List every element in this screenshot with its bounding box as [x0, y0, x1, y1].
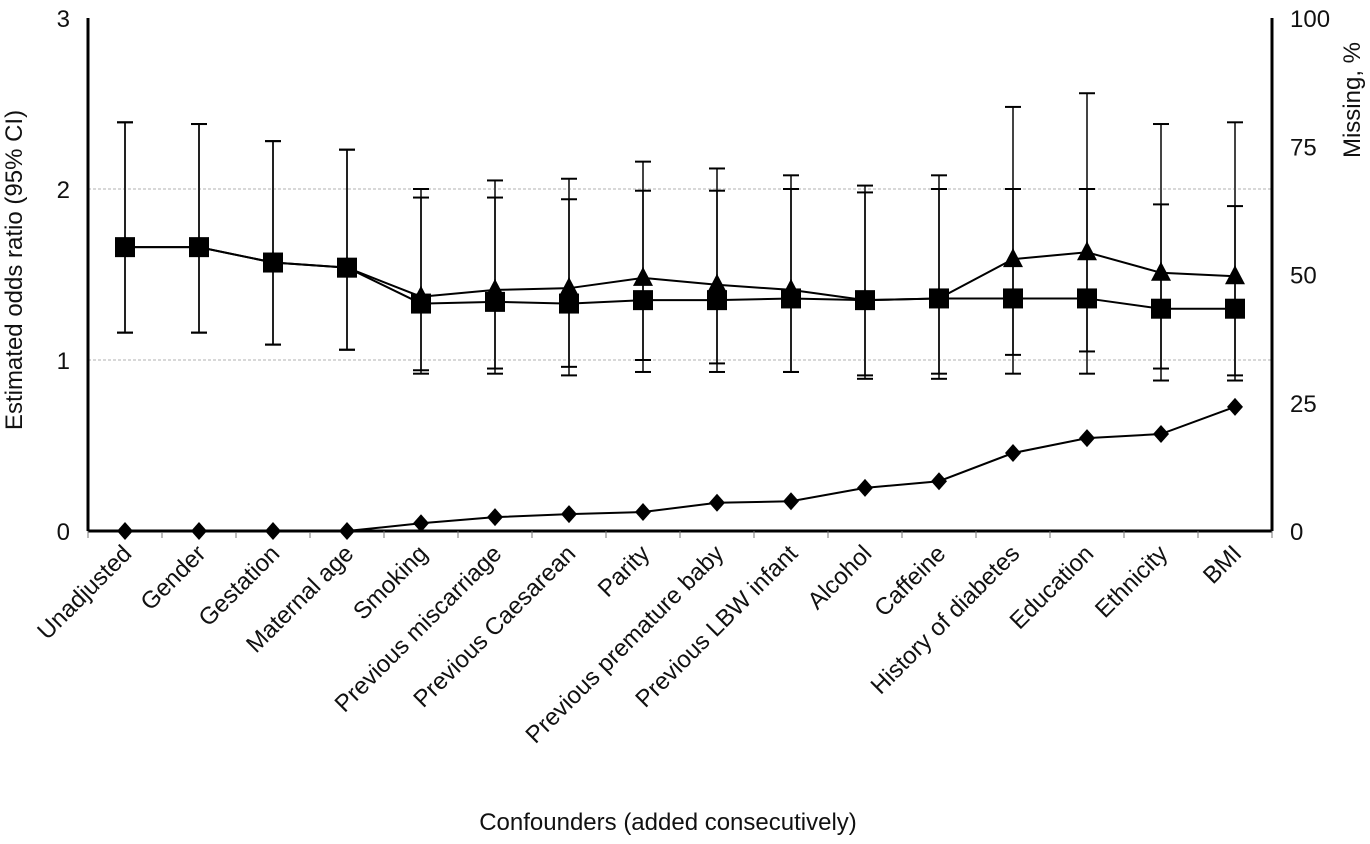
diamond-marker: [931, 472, 947, 491]
diamond-marker: [339, 522, 355, 540]
diamond-marker: [857, 478, 873, 497]
series-line-triangle: [125, 246, 1236, 302]
square-marker: [263, 252, 283, 273]
square-marker: [485, 291, 505, 312]
gridlines: [88, 188, 1272, 361]
triangle-marker: [633, 266, 653, 286]
triangle-marker: [1003, 248, 1023, 268]
square-marker: [707, 290, 727, 311]
series-lines: [125, 246, 1236, 532]
x-tick-label: Ethnicity: [1090, 540, 1173, 623]
diamond-marker: [1227, 397, 1243, 416]
series-line-diamond: [125, 405, 1236, 532]
diamond-marker: [1005, 444, 1021, 463]
diamond-marker: [487, 508, 503, 527]
square-marker: [1077, 288, 1097, 309]
series-line-square: [125, 246, 1235, 310]
triangle-marker: [1077, 241, 1097, 261]
y-axis-title: Estimated odds ratio (95% CI): [1, 110, 28, 430]
y-tick-label: 0: [57, 519, 70, 546]
series-markers: [115, 236, 1245, 540]
square-marker: [337, 257, 357, 278]
triangle-marker: [559, 277, 579, 297]
square-marker: [411, 293, 431, 314]
y2-axis-title: Missing, %: [1339, 42, 1366, 158]
diamond-marker: [783, 492, 799, 511]
x-tick-label: BMI: [1198, 540, 1247, 589]
y2-tick-label: 25: [1290, 391, 1317, 418]
diamond-marker: [709, 493, 725, 512]
y2-tick-label: 50: [1290, 263, 1317, 290]
y-tick-label: 3: [57, 6, 70, 33]
diamond-marker: [1153, 425, 1169, 444]
x-tick-label: Parity: [593, 540, 655, 602]
square-marker: [1225, 298, 1245, 319]
x-axis-title: Confounders (added consecutively): [479, 809, 857, 836]
square-marker: [781, 288, 801, 309]
diamond-marker: [635, 503, 651, 522]
y-tick-label: 2: [57, 177, 70, 204]
diamond-marker: [413, 514, 429, 533]
diamond-marker: [1079, 429, 1095, 448]
y-tick-label: 1: [57, 348, 70, 375]
error-bars: [117, 92, 1243, 382]
square-marker: [115, 237, 135, 258]
diamond-marker: [561, 505, 577, 524]
square-marker: [1151, 298, 1171, 319]
y2-tick-label: 75: [1290, 134, 1317, 161]
square-marker: [633, 290, 653, 311]
triangle-marker: [1225, 265, 1245, 285]
square-marker: [189, 237, 209, 258]
y2-tick-label: 0: [1290, 519, 1303, 546]
x-tick-label: Gender: [136, 540, 212, 616]
diamond-marker: [265, 522, 281, 540]
y2-tick-label: 100: [1290, 6, 1330, 33]
triangle-marker: [1151, 261, 1171, 281]
square-marker: [855, 290, 875, 311]
diamond-marker: [191, 522, 207, 540]
x-tick-label: Alcohol: [802, 540, 877, 615]
square-marker: [929, 288, 949, 309]
x-tick-label: Unadjusted: [32, 540, 137, 645]
tick-labels: 01230255075100UnadjustedGenderGestationM…: [32, 6, 1330, 749]
axes: [86, 18, 1274, 538]
triangle-marker: [707, 273, 727, 293]
square-marker: [559, 293, 579, 314]
square-marker: [1003, 288, 1023, 309]
diamond-marker: [117, 522, 133, 540]
